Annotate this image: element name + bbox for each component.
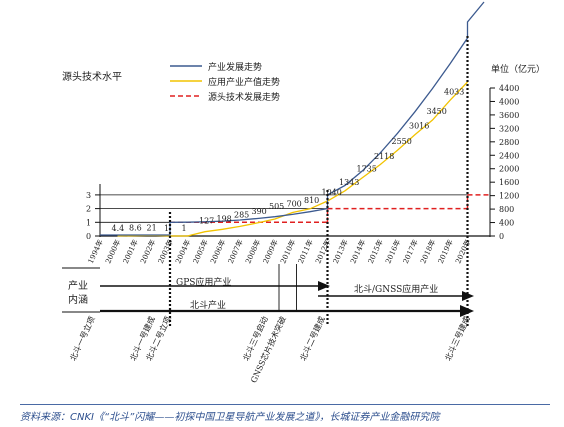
data-label: 4.4 <box>112 224 125 233</box>
left-tick-label: 0 <box>86 232 91 241</box>
milestone-lines <box>278 264 297 312</box>
right-tick-label: 2800 <box>499 138 519 147</box>
x-tick-label: 2020年 <box>453 238 472 265</box>
right-tick-label: 4400 <box>499 84 519 93</box>
legend-tech-label: 源头技术发展走势 <box>208 91 280 103</box>
data-label: 1040 <box>322 188 342 197</box>
right-axis-title: 单位（亿元） <box>491 63 545 75</box>
right-tick-label: 0 <box>499 232 504 241</box>
industry-trend-line <box>100 1 485 236</box>
right-tick-label: 3600 <box>499 111 519 120</box>
gps-arrow-label: GPS应用产业 <box>176 276 231 288</box>
industry-section: 产业 内涵 GPS应用产业 北斗/GNSS应用产业 北斗产业 <box>62 267 474 317</box>
data-label: 285 <box>234 210 249 219</box>
left-tick-label: 1 <box>86 218 91 227</box>
legend-app-label: 应用产业产值走势 <box>208 76 280 88</box>
right-tick-label: 2400 <box>499 151 519 160</box>
milestone-label: 北斗三号建成 <box>442 315 471 363</box>
gnss-arrow-head <box>462 291 474 301</box>
right-tick-label: 400 <box>499 219 514 228</box>
reference-lines <box>100 194 468 223</box>
right-tick-label: 4000 <box>499 97 519 106</box>
left-tick-label: 3 <box>86 191 91 200</box>
data-label: 1 <box>164 224 169 233</box>
gps-arrow-head <box>318 281 330 291</box>
x-tick-label: 2016年 <box>383 238 402 265</box>
data-label: 1343 <box>339 178 359 187</box>
x-tick-label: 2019年 <box>436 238 455 265</box>
x-tick-label: 2003年 <box>156 238 175 265</box>
data-label: 127 <box>199 217 214 226</box>
data-label: 700 <box>287 199 302 208</box>
data-label: 3016 <box>409 122 429 131</box>
data-label: 390 <box>252 207 267 216</box>
data-label: 21 <box>147 223 157 232</box>
data-label: 2118 <box>374 152 394 161</box>
beidou-arrow-head <box>460 305 474 317</box>
x-tick-label: 2018年 <box>418 238 437 265</box>
milestone-label: 北斗二号建成 <box>297 315 326 363</box>
x-tick-label: 1994年 <box>86 238 105 265</box>
x-tick-label: 2015年 <box>366 238 385 265</box>
source-note: 资料来源：CNKI《“北斗”闪耀——初探中国卫星导航产业发展之道》，长城证券产业… <box>20 412 440 423</box>
data-label: 8.6 <box>129 224 142 233</box>
right-tick-label: 1200 <box>499 192 519 201</box>
x-tick-label: 2009年 <box>261 238 280 265</box>
source-divider <box>20 404 550 405</box>
x-tick-label: 2013年 <box>331 238 350 265</box>
beidou-arrow-label: 北斗产业 <box>190 299 226 311</box>
legend: 产业发展走势 应用产业产值走势 源头技术发展走势 <box>170 61 280 103</box>
industry-label-line2: 内涵 <box>68 293 88 306</box>
right-tick-label: 1600 <box>499 178 519 187</box>
x-tick-labels: 1994年2000年2001年2002年2003年2004年2005年2006年… <box>86 238 472 265</box>
x-tick-label: 2004年 <box>173 238 192 265</box>
data-label: 1735 <box>357 165 377 174</box>
data-label: 1 <box>182 224 187 233</box>
industry-label-line1: 产业 <box>68 279 88 292</box>
x-tick-label: 2001年 <box>121 238 140 265</box>
data-label: 2550 <box>392 137 412 146</box>
gnss-arrow-label: 北斗/GNSS应用产业 <box>354 283 438 295</box>
right-tick-labels: 0 400 800 1200 1600 2000 2400 2800 3200 3600 4000 4… <box>490 84 519 241</box>
left-axis-title: 源头技术水平 <box>62 70 122 83</box>
x-tick-label: 2014年 <box>348 238 367 265</box>
x-tick-label: 2010年 <box>278 238 297 265</box>
x-tick-label: 2011年 <box>296 238 315 265</box>
right-tick-label: 800 <box>499 205 514 214</box>
x-tick-label: 2008年 <box>243 238 262 265</box>
right-tick-label: 3200 <box>499 124 519 133</box>
x-tick-label: 2000年 <box>103 238 122 265</box>
left-tick-label: 2 <box>86 205 91 214</box>
data-label: 198 <box>217 214 232 223</box>
legend-industry-label: 产业发展走势 <box>208 61 262 73</box>
left-tick-labels: 0 1 2 3 <box>86 191 100 241</box>
milestone-label: 北斗一号立项 <box>67 315 96 363</box>
x-tick-label: 2007年 <box>226 238 245 265</box>
app-value-line <box>117 81 468 237</box>
x-tick-label: 2002年 <box>138 238 157 265</box>
data-label: 3450 <box>427 107 447 116</box>
data-label: 4033 <box>444 87 464 96</box>
data-label: 505 <box>269 202 284 211</box>
right-tick-label: 2000 <box>499 165 519 174</box>
x-tick-label: 2006年 <box>208 238 227 265</box>
x-tick-label: 2005年 <box>191 238 210 265</box>
data-label: 810 <box>304 196 319 205</box>
x-tick-label: 2012年 <box>313 238 332 265</box>
x-tick-label: 2017年 <box>401 238 420 265</box>
year-markers <box>168 36 469 326</box>
